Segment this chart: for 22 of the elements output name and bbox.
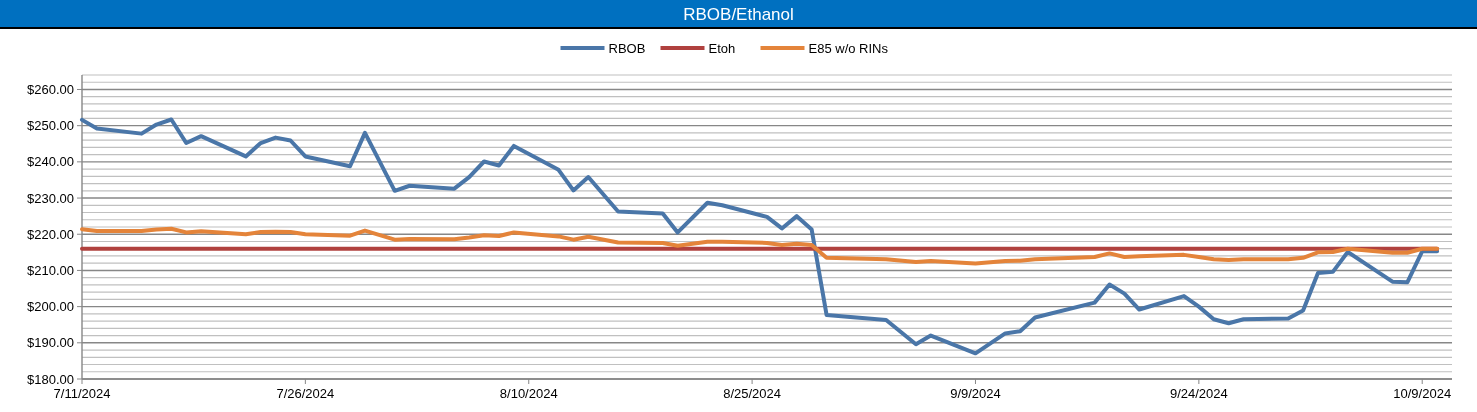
y-tick-label: $210.00 — [27, 262, 74, 278]
x-tick-label: 9/24/2024 — [1169, 386, 1228, 401]
y-tick-label: $220.00 — [27, 226, 74, 242]
y-tick-label: $250.00 — [27, 118, 74, 134]
x-tick-label: 8/25/2024 — [723, 386, 782, 401]
y-tick-label: $260.00 — [27, 81, 74, 97]
y-tick-label: $180.00 — [27, 371, 74, 387]
legend-label: RBOB — [608, 40, 646, 56]
y-tick-label: $200.00 — [27, 299, 74, 315]
line-series — [80, 226, 1440, 266]
x-tick-label: 10/9/2024 — [1393, 386, 1452, 401]
y-tick-label: $240.00 — [27, 154, 74, 170]
legend-label: Etoh — [708, 40, 736, 56]
legend-label: E85 w/o RINs — [808, 40, 889, 56]
x-tick-label: 8/10/2024 — [499, 386, 558, 401]
x-tick-label: 9/9/2024 — [950, 386, 1001, 401]
x-tick-label: 7/11/2024 — [53, 386, 111, 401]
y-tick-label: $190.00 — [27, 335, 74, 351]
line-series — [80, 117, 1440, 356]
chart-title: RBOB/Ethanol — [683, 4, 794, 24]
x-tick-label: 7/26/2024 — [276, 386, 335, 401]
y-tick-label: $230.00 — [27, 190, 74, 206]
